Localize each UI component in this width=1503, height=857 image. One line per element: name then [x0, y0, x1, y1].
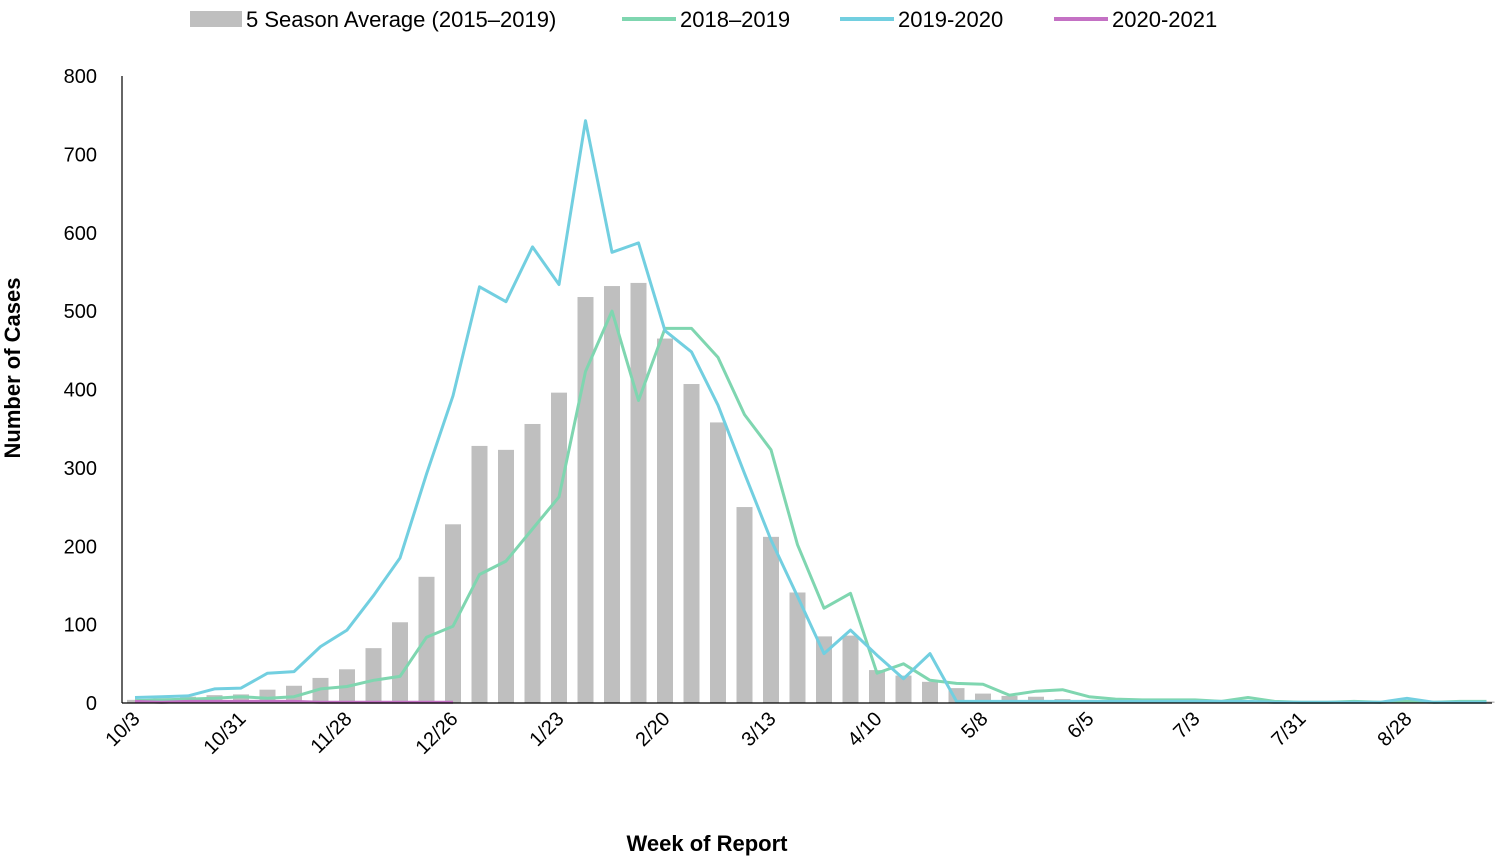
- y-axis-title: Number of Cases: [0, 278, 25, 459]
- bar: [869, 670, 885, 703]
- x-tick-label: 11/28: [307, 708, 357, 758]
- x-tick-label: 4/10: [843, 708, 886, 751]
- bar: [922, 681, 938, 703]
- bar: [286, 685, 302, 703]
- x-axis-title: Week of Report: [627, 831, 789, 856]
- bar: [763, 536, 779, 703]
- bar: [445, 524, 461, 703]
- x-axis-ticks: 10/3 10/31 11/28 12/26 1/23 2/20 3/13 4/10 5/8 6/…: [101, 708, 1416, 759]
- bar: [498, 449, 514, 703]
- x-tick-label: 12/26: [412, 708, 463, 759]
- y-tick-label: 0: [86, 693, 97, 715]
- x-tick-label: 10/31: [200, 708, 251, 759]
- bar: [418, 576, 435, 703]
- bar: [710, 422, 726, 703]
- y-tick-label: 400: [64, 380, 97, 402]
- line-series: [134, 119, 1487, 704]
- x-tick-label: 1/23: [525, 708, 568, 751]
- x-tick-label: 7/31: [1267, 708, 1310, 751]
- series-line: [134, 309, 1487, 704]
- bar: [1028, 696, 1044, 703]
- y-tick-label: 200: [64, 536, 97, 558]
- bar: [365, 648, 382, 703]
- bar: [604, 286, 620, 703]
- bar: [551, 392, 567, 703]
- y-tick-label: 100: [64, 615, 97, 637]
- legend-label-2020-2021: 2020-2021: [1112, 7, 1217, 32]
- bar: [816, 636, 832, 703]
- x-tick-label: 5/8: [957, 708, 992, 743]
- legend-label-5-season-average: 5 Season Average (2015–2019): [246, 7, 556, 32]
- y-tick-label: 300: [64, 458, 97, 480]
- x-tick-label: 6/5: [1063, 708, 1098, 743]
- bar: [392, 622, 408, 703]
- bar: [259, 689, 276, 703]
- bar: [895, 675, 912, 703]
- bar: [789, 592, 806, 703]
- bar: [1001, 695, 1018, 703]
- x-tick-label: 10/3: [101, 708, 144, 751]
- y-tick-label: 600: [64, 223, 97, 245]
- legend-label-2018-2019: 2018–2019: [680, 7, 790, 32]
- bar: [657, 338, 673, 703]
- bar: [736, 507, 753, 703]
- y-tick-label: 800: [64, 66, 97, 88]
- bar: [975, 693, 991, 703]
- bar: [683, 384, 700, 703]
- bar: [577, 297, 594, 703]
- series-line: [134, 699, 453, 704]
- x-tick-label: 2/20: [631, 708, 674, 751]
- x-tick-label: 3/13: [737, 708, 780, 751]
- y-tick-label: 500: [64, 301, 97, 323]
- bar: [630, 282, 647, 703]
- bar: [233, 694, 249, 703]
- bar: [524, 423, 541, 703]
- bar: [842, 635, 859, 703]
- y-tick-label: 700: [64, 144, 97, 166]
- legend-swatch-5-season-average: [190, 11, 242, 27]
- x-tick-label: 7/3: [1169, 708, 1204, 743]
- series-line: [134, 119, 1487, 704]
- y-axis-ticks: 0 100 200 300 400 500 600 700 800: [64, 66, 97, 715]
- legend-label-2019-2020: 2019-2020: [898, 7, 1003, 32]
- legend: 5 Season Average (2015–2019) 2018–2019 2…: [190, 7, 1217, 32]
- x-tick-label: 8/28: [1373, 708, 1416, 751]
